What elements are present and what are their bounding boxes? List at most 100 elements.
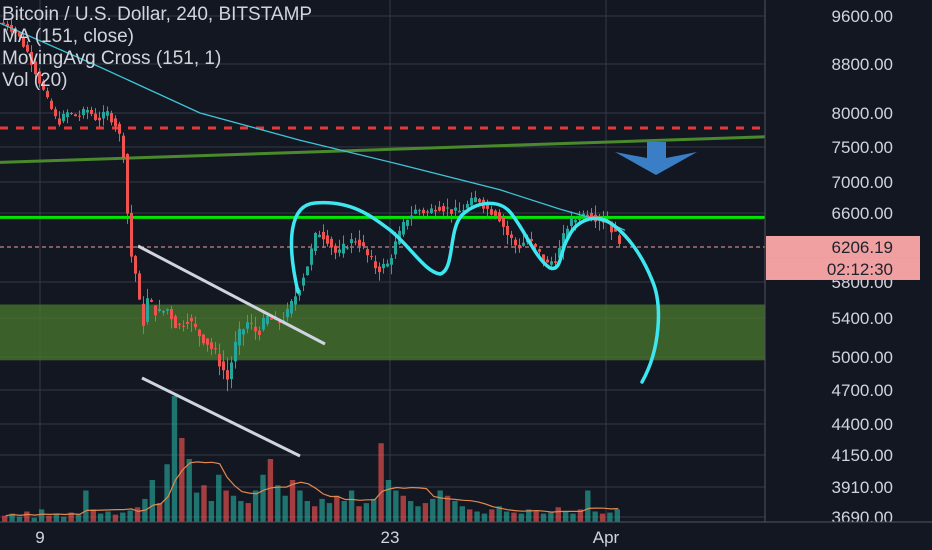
candle-body [198,329,201,337]
volume-bar [216,474,222,522]
volume-bar [430,498,436,522]
volume-bar [31,517,37,522]
candle-body [258,330,261,335]
volume-bar [489,509,495,522]
candle-body [66,112,69,118]
volume-bar [326,503,333,522]
volume-bar [61,516,67,522]
candle-body [426,211,429,213]
volume-ma-line [5,461,619,517]
candle-body [230,362,233,379]
candle-body [474,197,477,203]
volume-bar [481,513,488,522]
candle-body [174,316,177,329]
volume-bar [179,438,185,522]
support-zone [0,304,765,361]
volume-bar [275,485,281,522]
candle-body [122,135,125,159]
candle-body [546,259,549,263]
candle-body [466,204,469,209]
volume-bar [496,506,502,522]
candle-body [54,109,57,117]
volume-bar [614,509,620,522]
volume-bar [24,511,30,522]
candle-body [614,228,617,232]
channel-lower-line [141,376,301,458]
y-tick-label: 9600.00 [832,7,893,26]
volume-bar [407,501,414,522]
volume-bar [164,464,170,522]
candle-body [554,261,557,263]
candle-body [306,266,309,276]
last-price-badge [766,235,920,258]
candle-body [18,32,21,37]
candle-body [138,273,141,300]
candle-body [214,348,217,350]
candle-body [418,210,421,212]
candle-body [534,244,537,247]
candle-body [102,112,105,119]
candle-body [490,209,493,215]
candle-body [514,239,517,246]
candle-body [118,123,121,134]
candle-body [498,212,501,222]
volume-bar [518,513,525,522]
volume-bar [157,503,163,522]
volume-bar [297,490,303,522]
candle-body [130,213,133,257]
candle-body [570,218,573,226]
cyan-forecast-drawing [289,200,661,384]
volume-bar [201,485,207,522]
last-price-label: 6206.19 [832,238,893,257]
candle-body [262,318,265,330]
candle-body [186,321,189,324]
volume-bar [267,459,274,522]
y-tick-label: 4150.00 [832,446,893,465]
candle-body [322,231,325,240]
volume-bar [385,480,392,522]
down-arrow-icon [615,142,697,175]
candle-body [494,210,497,216]
volume-bar [415,506,421,522]
volume-bar [356,506,362,522]
candle-body [26,44,29,52]
candle-body [442,206,445,212]
candle-body [294,296,297,305]
volume-bar [452,501,458,522]
candle-body [330,238,333,248]
candle-body [374,261,377,269]
candle-body [506,225,509,235]
candle-body [50,100,53,109]
volume-bar [585,490,591,522]
candle-body [610,221,613,233]
x-tick-label: 23 [381,528,400,547]
candle-body [434,209,437,212]
volume-bar [371,498,377,522]
volume-bar [533,511,539,522]
candle-body [566,228,569,239]
candle-body [82,109,85,116]
volume-bar [16,516,23,522]
indicator-ma-cross: MovingAvg Cross (151, 1) [2,48,222,69]
candle-body [178,323,181,325]
y-tick-label: 7000.00 [832,173,893,192]
candle-body [326,235,329,244]
candle-body [38,71,41,84]
candle-body [90,109,93,115]
candle-body [518,244,521,249]
y-tick-label: 5000.00 [832,348,893,367]
candle-body [94,113,97,120]
candle-body [318,234,321,238]
candle-body [194,323,197,328]
volume-bar [526,509,532,522]
candle-body [510,234,513,238]
candle-body [370,256,373,258]
volume-bar [127,510,133,522]
candle-body [394,241,397,255]
y-tick-label: 7500.00 [832,138,893,157]
volume-bar [9,513,15,522]
candle-body [406,219,409,226]
y-tick-label: 8800.00 [832,55,893,74]
candle-body [6,23,9,27]
